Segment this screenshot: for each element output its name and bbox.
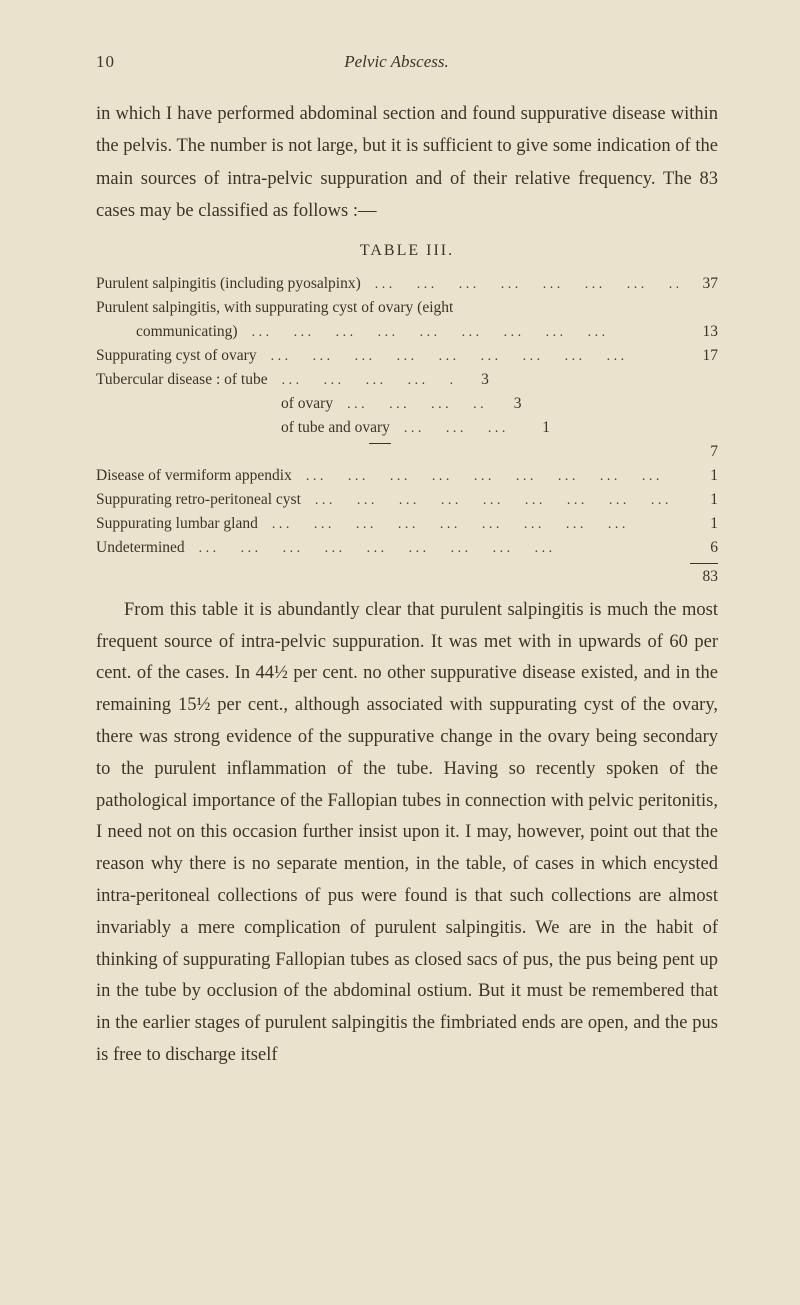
table-row-mid-value: 3 xyxy=(488,392,524,416)
table-row-label: Tubercular disease : of tube xyxy=(96,368,268,392)
mid-rule xyxy=(369,443,391,444)
dot-leader xyxy=(258,512,678,536)
table-row: Undetermined 6 xyxy=(96,536,718,560)
page: 10 Pelvic Abscess. in which I have perfo… xyxy=(0,0,800,1305)
table-row: of tube and ovary 1 xyxy=(96,416,718,440)
dot-leader xyxy=(268,368,455,392)
paragraph-1: in which I have performed abdominal sect… xyxy=(96,98,718,228)
table-row-label: Suppurating lumbar gland xyxy=(96,512,258,536)
table-row-label: Purulent salpingitis, with suppurating c… xyxy=(96,296,453,320)
dot-leader xyxy=(390,416,516,440)
table-row-value: 1 xyxy=(678,488,718,512)
total-rule xyxy=(690,563,718,564)
table-row-value xyxy=(678,392,718,416)
table-row-value: 13 xyxy=(678,320,718,344)
table-row: Disease of vermiform appendix 1 xyxy=(96,464,718,488)
table-row: Purulent salpingitis (including pyosalpi… xyxy=(96,272,718,296)
table-row-mid-value: 3 xyxy=(455,368,491,392)
table-row-value: 7 xyxy=(678,440,718,464)
dot-leader xyxy=(257,344,678,368)
table-row-label: Undetermined xyxy=(96,536,185,560)
subtotal-row: 7 xyxy=(96,440,718,464)
table-row: Tubercular disease : of tube 3 xyxy=(96,368,718,392)
dot-leader xyxy=(333,392,487,416)
table-row: Suppurating retro-peritoneal cyst 1 xyxy=(96,488,718,512)
table-row-label: communicating) xyxy=(96,320,238,344)
table-title: TABLE III. xyxy=(96,242,718,260)
dot-leader xyxy=(361,272,678,296)
table-row-label: Suppurating retro-peritoneal cyst xyxy=(96,488,301,512)
table-row-value xyxy=(678,416,718,440)
table-row: of ovary 3 xyxy=(96,392,718,416)
table-total-value: 83 xyxy=(678,565,718,589)
dot-leader xyxy=(185,536,678,560)
dot-leader xyxy=(301,488,678,512)
table-row: Suppurating lumbar gland 1 xyxy=(96,512,718,536)
table-row-value: 1 xyxy=(678,464,718,488)
table-row-label: of ovary xyxy=(96,392,333,416)
table-row: communicating) 13 xyxy=(96,320,718,344)
dot-leader xyxy=(238,320,678,344)
table-row-value xyxy=(678,368,718,392)
table-row-mid-value: 1 xyxy=(516,416,552,440)
table-row-value: 1 xyxy=(678,512,718,536)
page-header: 10 Pelvic Abscess. xyxy=(96,52,718,72)
table-row-label: Purulent salpingitis (including pyosalpi… xyxy=(96,272,361,296)
paragraph-2: From this table it is abundantly clear t… xyxy=(96,595,718,1072)
table-row: Suppurating cyst of ovary 17 xyxy=(96,344,718,368)
table-row: Purulent salpingitis, with suppurating c… xyxy=(96,296,718,320)
total-row: 83 xyxy=(96,565,718,589)
table-row-value: 6 xyxy=(678,536,718,560)
table-row-label: Disease of vermiform appendix xyxy=(96,464,292,488)
table-row-label: Suppurating cyst of ovary xyxy=(96,344,257,368)
table-row-value: 17 xyxy=(678,344,718,368)
table-row-label: of tube and ovary xyxy=(96,416,390,440)
table-3: Purulent salpingitis (including pyosalpi… xyxy=(96,272,718,589)
dot-leader xyxy=(292,464,678,488)
page-number: 10 xyxy=(96,52,115,72)
table-row-value: 37 xyxy=(678,272,718,296)
mid-rule-cell xyxy=(369,440,405,464)
running-title: Pelvic Abscess. xyxy=(115,52,718,72)
